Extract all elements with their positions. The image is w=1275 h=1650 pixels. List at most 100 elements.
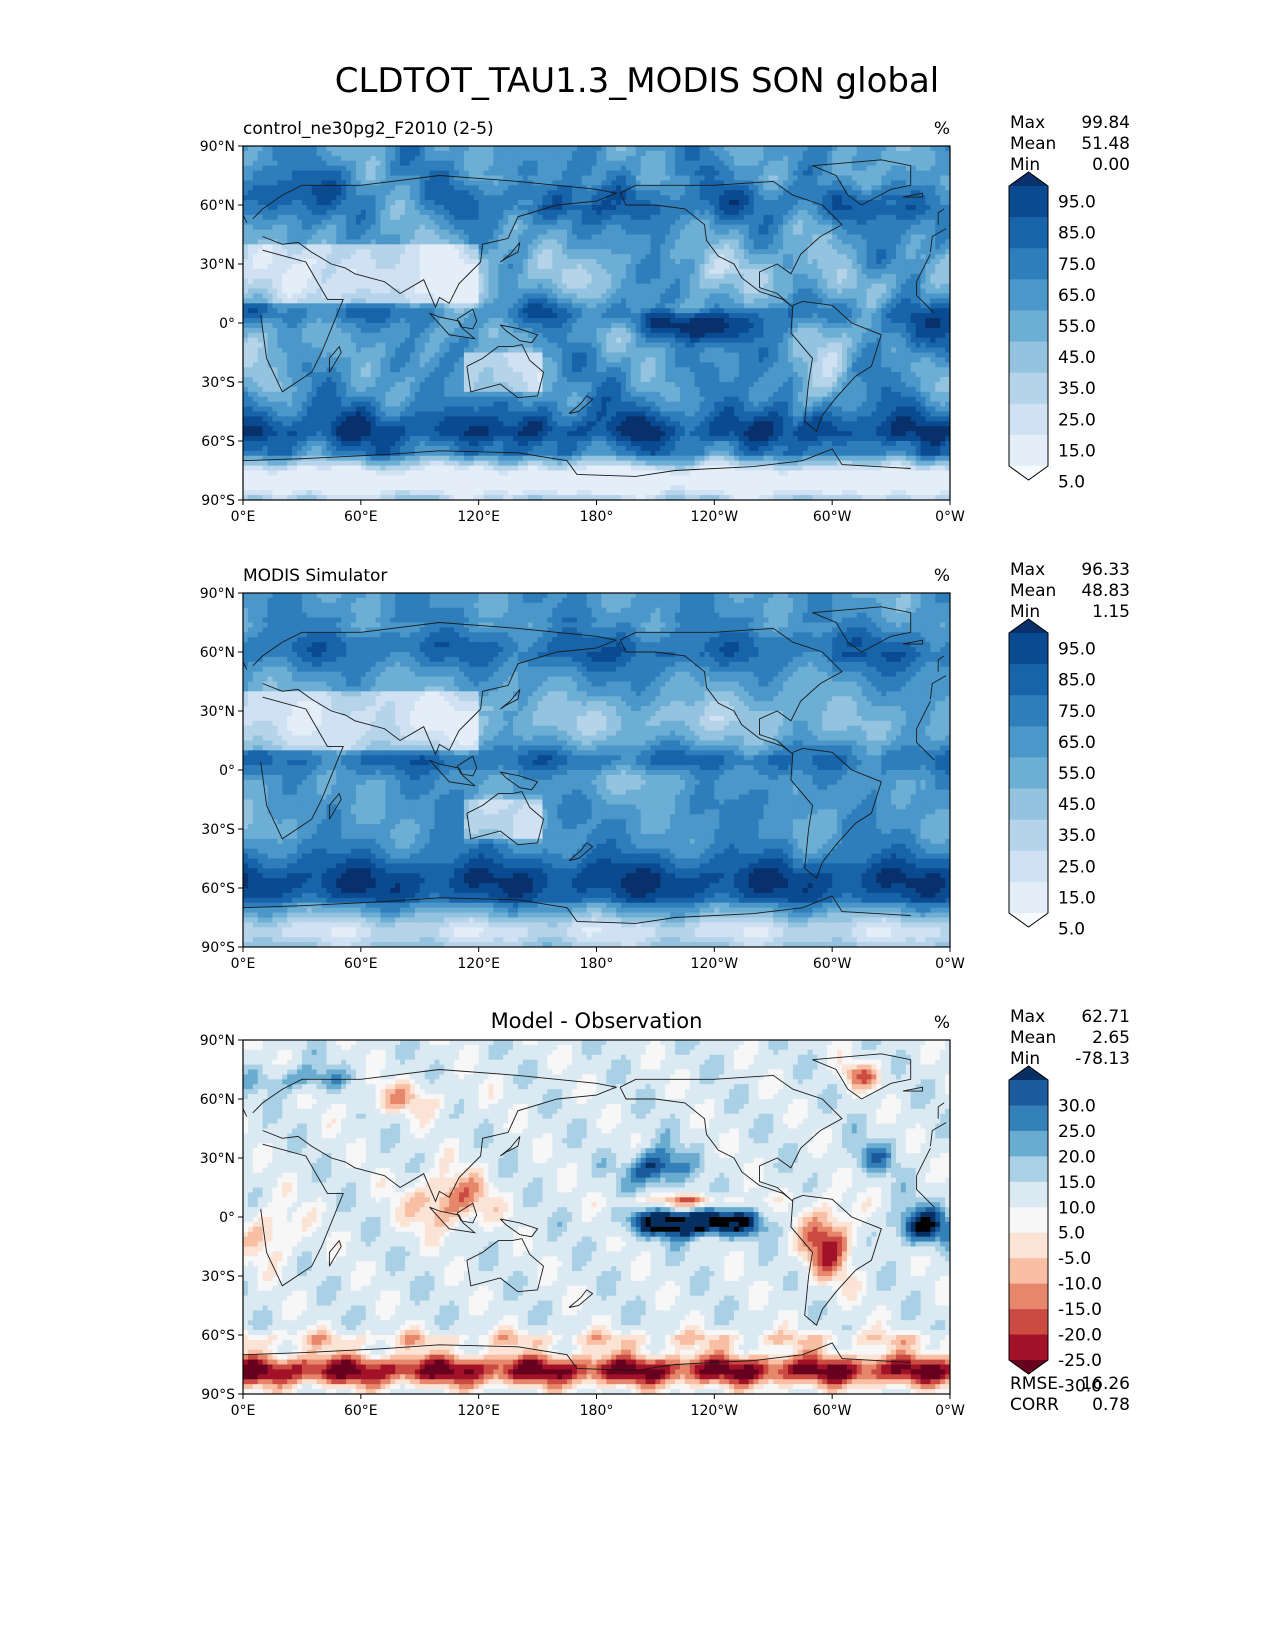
- heatmap-cell: [709, 239, 715, 245]
- heatmap-cell: [778, 298, 784, 304]
- heatmap-cell: [473, 244, 480, 250]
- heatmap-cell: [787, 234, 794, 241]
- heatmap-cell: [841, 200, 848, 206]
- heatmap-cell: [301, 180, 308, 186]
- heatmap-cell: [424, 180, 431, 186]
- heatmap-cell: [419, 308, 426, 314]
- heatmap-cell: [925, 244, 931, 250]
- heatmap-cell: [542, 190, 548, 196]
- heatmap-cell: [301, 150, 308, 157]
- heatmap-cell: [876, 229, 882, 236]
- heatmap-cell: [252, 303, 259, 309]
- heatmap-cell: [856, 234, 863, 241]
- heatmap-cell: [694, 293, 701, 300]
- heatmap-cell: [630, 283, 637, 290]
- heatmap-cell: [385, 205, 391, 211]
- heatmap-cell: [513, 313, 519, 319]
- heatmap-cell: [306, 190, 313, 196]
- heatmap-cell: [675, 155, 681, 162]
- heatmap-cell: [856, 150, 863, 157]
- heatmap-cell: [621, 146, 627, 152]
- heatmap-cell: [945, 259, 950, 265]
- heatmap-cell: [277, 259, 283, 265]
- heatmap-cell: [311, 185, 318, 191]
- heatmap-cell: [267, 200, 274, 206]
- heatmap-cell: [817, 170, 823, 177]
- heatmap-cell: [670, 288, 676, 295]
- heatmap-cell: [822, 254, 828, 260]
- heatmap-cell: [537, 254, 544, 260]
- heatmap-cell: [743, 170, 750, 177]
- heatmap-cell: [719, 229, 725, 236]
- heatmap-cell: [714, 205, 720, 211]
- heatmap-cell: [473, 185, 480, 191]
- heatmap-cell: [277, 190, 283, 196]
- heatmap-cell: [881, 155, 887, 162]
- heatmap-cell: [783, 214, 789, 221]
- heatmap-cell: [827, 165, 833, 172]
- heatmap-cell: [675, 146, 681, 152]
- heatmap-cell: [925, 200, 931, 206]
- heatmap-cell: [596, 209, 603, 216]
- heatmap-cell: [841, 264, 848, 270]
- heatmap-cell: [468, 200, 475, 206]
- heatmap-cell: [714, 170, 720, 177]
- heatmap-cell: [876, 170, 882, 177]
- heatmap-cell: [812, 293, 819, 300]
- heatmap-cell: [331, 239, 337, 245]
- heatmap-cell: [758, 200, 765, 206]
- heatmap-cell: [630, 150, 637, 157]
- heatmap-cell: [576, 224, 583, 231]
- heatmap-cell: [311, 244, 318, 250]
- heatmap-cell: [282, 293, 288, 300]
- heatmap-cell: [797, 234, 804, 241]
- heatmap-cell: [434, 283, 440, 290]
- heatmap-cell: [684, 254, 691, 260]
- heatmap-cell: [719, 170, 725, 177]
- heatmap-cell: [311, 195, 318, 201]
- heatmap-cell: [689, 146, 696, 152]
- heatmap-cell: [522, 259, 529, 265]
- heatmap-cell: [552, 308, 558, 314]
- heatmap-cell: [719, 160, 725, 167]
- heatmap-cell: [689, 190, 696, 196]
- heatmap-cell: [247, 214, 254, 221]
- heatmap-cell: [645, 239, 652, 245]
- heatmap-cell: [846, 303, 853, 309]
- heatmap-cell: [277, 195, 283, 201]
- heatmap-cell: [252, 150, 259, 157]
- heatmap-cell: [861, 214, 868, 221]
- heatmap-cell: [498, 195, 504, 201]
- heatmap-cell: [827, 234, 833, 241]
- heatmap-cell: [503, 234, 509, 241]
- heatmap-cell: [527, 234, 534, 241]
- heatmap-cell: [846, 150, 853, 157]
- heatmap-cell: [655, 244, 661, 250]
- heatmap-cell: [724, 190, 730, 196]
- heatmap-cell: [802, 264, 809, 270]
- heatmap-cell: [895, 209, 902, 216]
- heatmap-cell: [670, 175, 676, 182]
- heatmap-cell: [832, 308, 838, 314]
- heatmap-cell: [915, 190, 922, 196]
- heatmap-cell: [881, 224, 887, 231]
- heatmap-cell: [665, 268, 671, 275]
- heatmap-cell: [920, 283, 927, 290]
- heatmap-cell: [326, 254, 332, 260]
- heatmap-cell: [336, 195, 342, 201]
- heatmap-cell: [508, 303, 514, 309]
- heatmap-cell: [910, 219, 917, 226]
- heatmap-cell: [429, 239, 436, 245]
- heatmap-cell: [895, 244, 902, 250]
- heatmap-cell: [365, 224, 372, 231]
- heatmap-cell: [478, 239, 485, 245]
- heatmap-cell: [719, 214, 725, 221]
- heatmap-cell: [611, 209, 617, 216]
- heatmap-cell: [331, 219, 337, 226]
- heatmap-cell: [861, 308, 868, 314]
- heatmap-cell: [503, 155, 509, 162]
- heatmap-cell: [576, 303, 583, 309]
- heatmap-cell: [483, 303, 490, 309]
- heatmap-cell: [483, 239, 490, 245]
- heatmap-cell: [247, 239, 254, 245]
